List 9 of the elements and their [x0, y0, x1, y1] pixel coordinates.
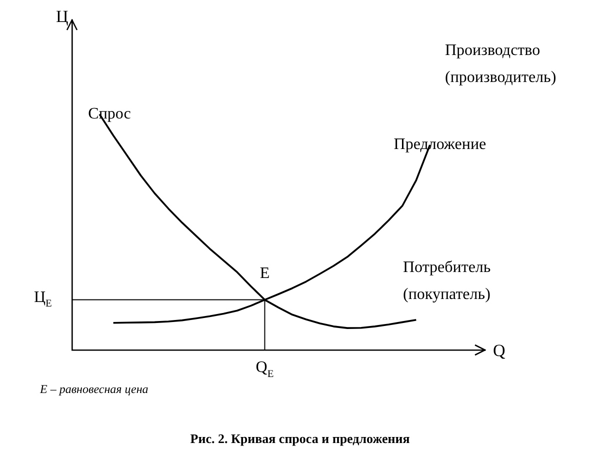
text: E – равновесная цена	[39, 382, 148, 396]
text: Рис. 2. Кривая спроса и предложения	[190, 431, 410, 446]
text: Ц	[56, 7, 68, 26]
series-label: Спрос	[88, 105, 131, 122]
text: Производство (производитель)	[445, 42, 556, 86]
annotation: E	[260, 264, 270, 282]
annotation: Потребитель (покупатель)	[403, 259, 491, 303]
x-axis-title: Q	[493, 341, 506, 360]
series-label: Предложение	[394, 136, 486, 153]
